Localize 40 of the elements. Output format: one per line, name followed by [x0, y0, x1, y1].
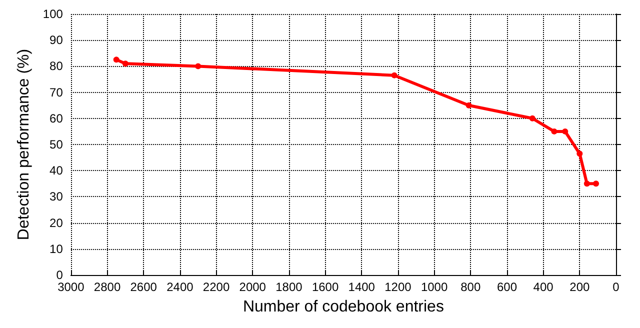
- y-tick-label: 40: [50, 164, 64, 178]
- x-tick-label: 1200: [384, 280, 412, 294]
- x-tick-label: 2400: [166, 280, 194, 294]
- x-tick-label: 2800: [94, 280, 121, 294]
- x-tick-label: 200: [570, 280, 590, 294]
- y-tick-label: 10: [50, 242, 64, 256]
- y-tick-label: 70: [50, 85, 64, 100]
- x-tick-label: 800: [460, 280, 481, 294]
- y-tick-label: 80: [50, 59, 64, 74]
- point: [562, 128, 568, 134]
- point: [529, 115, 536, 122]
- point: [391, 72, 398, 78]
- point: [195, 63, 202, 70]
- x-tick-label: 1600: [312, 280, 339, 294]
- point: [576, 150, 583, 157]
- x-tick-label: 2200: [202, 280, 230, 294]
- x-tick-label: 400: [533, 280, 554, 294]
- x-tick-label: 0: [612, 280, 620, 294]
- x-tick-label: 600: [496, 280, 518, 294]
- x-tick-label: 1000: [420, 280, 448, 294]
- y-tick-label: 50: [50, 138, 64, 152]
- y-axis-title: Detection performance (%): [16, 48, 32, 240]
- x-tick-label: 2000: [239, 280, 266, 294]
- x-tick-label: 2600: [130, 280, 158, 294]
- y-tick-label: 30: [50, 190, 64, 204]
- x-axis-title: Number of codebook entries: [242, 298, 444, 316]
- point: [593, 180, 600, 187]
- y-tick-label: 90: [50, 33, 64, 48]
- point: [113, 56, 120, 63]
- x-tick-label: 1800: [276, 280, 303, 294]
- point: [551, 128, 558, 134]
- x-tick-label: 3000: [58, 280, 85, 294]
- y-tick-label: 60: [50, 111, 64, 126]
- point: [122, 60, 128, 67]
- y-tick-label: 0: [56, 268, 64, 282]
- y-tick-label: 20: [50, 216, 64, 230]
- x-tick-label: 1400: [348, 280, 376, 294]
- point: [466, 102, 472, 108]
- point: [584, 180, 590, 187]
- y-tick-label: 100: [42, 7, 64, 21]
